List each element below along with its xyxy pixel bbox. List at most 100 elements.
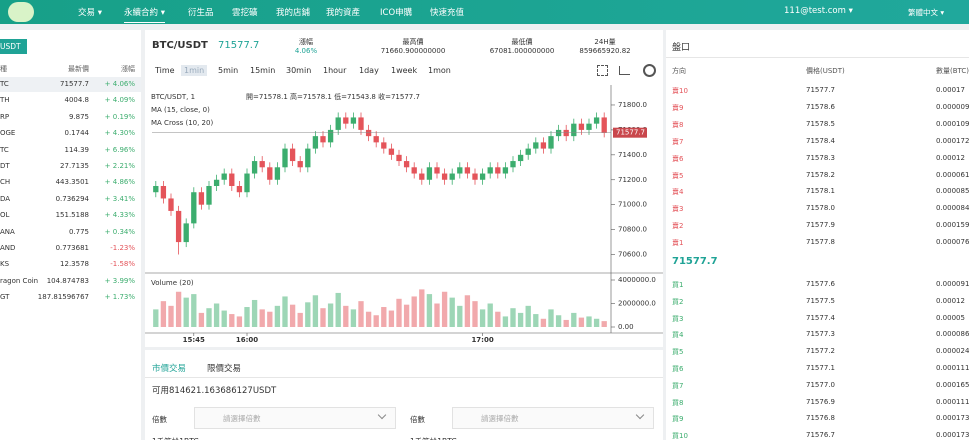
- ask-cell: 71578.2: [806, 170, 835, 179]
- volume-bar: [320, 308, 326, 327]
- volume-bar: [517, 312, 524, 327]
- candle-body: [297, 161, 303, 168]
- interval-button[interactable]: 5min: [218, 66, 239, 75]
- multiplier-select[interactable]: 請選擇倍數: [194, 407, 396, 429]
- volume-bar: [533, 314, 539, 327]
- trade-tab[interactable]: 限價交易: [207, 364, 242, 374]
- trade-tab[interactable]: 市價交易: [152, 362, 187, 378]
- candle-body: [381, 142, 387, 149]
- user-menu[interactable]: 111@test.com ▾: [784, 6, 853, 16]
- volume-bar: [365, 311, 372, 327]
- nav-item[interactable]: 快速充值: [430, 8, 465, 18]
- candle-body: [502, 167, 509, 174]
- indicator-icon[interactable]: [619, 66, 630, 75]
- volume-bar: [229, 314, 235, 327]
- market-cell[interactable]: DA: [0, 194, 11, 203]
- nav-item[interactable]: 我的資產: [326, 8, 361, 18]
- logo: [8, 2, 34, 22]
- volume-bar: [153, 309, 159, 327]
- column-header: 價格(USDT): [806, 67, 845, 75]
- select-placeholder: 請選擇倍數: [481, 414, 519, 423]
- interval-button[interactable]: 1week: [391, 66, 418, 75]
- y-tick-label: 71200.0: [618, 176, 647, 184]
- market-cell: + 3.41%: [104, 194, 135, 203]
- interval-button[interactable]: 1hour: [323, 66, 347, 75]
- market-cell[interactable]: KS: [0, 260, 10, 269]
- ask-cell: 71577.7: [806, 86, 835, 94]
- volume-bar: [434, 303, 440, 327]
- volume-bar: [373, 315, 379, 327]
- nav-item[interactable]: 衍生品: [188, 8, 214, 18]
- volume-bar: [282, 296, 288, 327]
- candle-body: [267, 167, 273, 180]
- y-tick-label: 4000000.0: [618, 276, 656, 284]
- ask-cell: 0.000061: [936, 170, 969, 179]
- nav-item[interactable]: 永續合約 ▾: [124, 6, 165, 23]
- market-cell: 0.1744: [64, 129, 90, 138]
- stat-value: 71660.900000000: [380, 47, 446, 55]
- candle-body: [426, 167, 433, 180]
- interval-button[interactable]: 1min: [181, 65, 208, 76]
- candle-body: [335, 117, 341, 130]
- nav-item[interactable]: 交易 ▾: [78, 8, 102, 18]
- candle-body: [365, 129, 372, 137]
- market-cell[interactable]: TC: [0, 145, 9, 154]
- bid-cell: 0.000111: [936, 397, 969, 406]
- volume-bar: [160, 301, 167, 327]
- interval-button[interactable]: 1mon: [428, 66, 451, 75]
- nav-item[interactable]: ICO申購: [380, 8, 413, 18]
- market-cell[interactable]: CH: [0, 178, 11, 187]
- market-cell: 104.874783: [46, 276, 89, 285]
- y-tick-label: 71800.0: [618, 101, 647, 109]
- ask-cell: 71577.9: [806, 221, 835, 230]
- candle-body: [571, 123, 577, 137]
- interval-button[interactable]: 1day: [359, 66, 379, 75]
- bid-cell: 買2: [672, 297, 684, 306]
- volume-bar: [327, 303, 334, 327]
- market-cell: + 4.09%: [104, 96, 135, 105]
- bid-cell: 買6: [672, 365, 684, 373]
- market-cell[interactable]: ANA: [0, 227, 15, 236]
- candle-body: [434, 167, 440, 174]
- market-cell[interactable]: OL: [0, 211, 10, 220]
- candle-body: [578, 123, 585, 130]
- market-cell[interactable]: TC: [0, 80, 9, 88]
- market-cell[interactable]: OGE: [0, 129, 16, 138]
- volume-bar: [168, 305, 174, 327]
- fullscreen-icon[interactable]: [597, 65, 608, 76]
- candle-body: [479, 173, 486, 180]
- volume-bar: [396, 298, 402, 327]
- language-menu[interactable]: 繁體中文 ▾: [908, 8, 945, 17]
- candle-body: [221, 173, 227, 180]
- ask-cell: 賣5: [672, 171, 684, 180]
- bid-cell: 0.000165: [936, 380, 969, 389]
- market-cell[interactable]: DT: [0, 162, 10, 170]
- candle-body: [213, 179, 220, 186]
- market-cell[interactable]: GT: [0, 293, 10, 302]
- ask-cell: 0.000159: [936, 221, 969, 230]
- market-cell[interactable]: AND: [0, 244, 16, 252]
- nav-item[interactable]: 雲挖礦: [232, 8, 258, 18]
- market-cell[interactable]: ragon Coin: [0, 276, 39, 285]
- settings-icon[interactable]: [643, 64, 656, 77]
- market-cell: 71577.7: [60, 80, 89, 88]
- interval-button[interactable]: Time: [155, 66, 175, 75]
- interval-button[interactable]: 30min: [286, 66, 312, 75]
- volume-bar: [381, 307, 387, 327]
- nav-item[interactable]: 我的店鋪: [276, 8, 311, 18]
- volume-bar: [213, 303, 220, 327]
- candle-body: [388, 148, 395, 155]
- market-tab[interactable]: USDT: [0, 39, 27, 54]
- market-cell[interactable]: RP: [0, 112, 10, 121]
- market-cell[interactable]: TH: [0, 96, 10, 105]
- volume-bar: [244, 307, 250, 327]
- market-cell: + 0.19%: [104, 112, 135, 121]
- multiplier-select[interactable]: 請選擇倍數: [452, 407, 654, 429]
- volume-bar: [411, 296, 417, 327]
- candle-body: [548, 136, 554, 149]
- interval-button[interactable]: 15min: [250, 66, 276, 75]
- candle-body: [350, 117, 357, 124]
- candle-body: [563, 129, 569, 137]
